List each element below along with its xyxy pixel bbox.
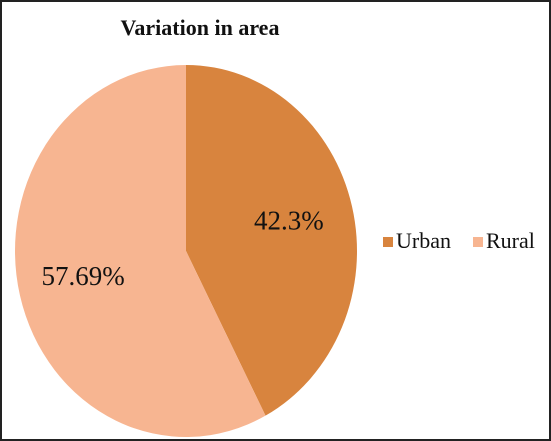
legend-swatch bbox=[383, 237, 393, 247]
chart-title: Variation in area bbox=[121, 15, 280, 40]
legend-label: Rural bbox=[486, 228, 535, 253]
data-label: 42.3% bbox=[254, 206, 324, 236]
pie-slice bbox=[186, 65, 357, 416]
legend-swatch bbox=[473, 237, 483, 247]
data-label: 57.69% bbox=[41, 261, 124, 291]
legend-label: Urban bbox=[396, 228, 451, 253]
pie-slice bbox=[14, 65, 266, 438]
